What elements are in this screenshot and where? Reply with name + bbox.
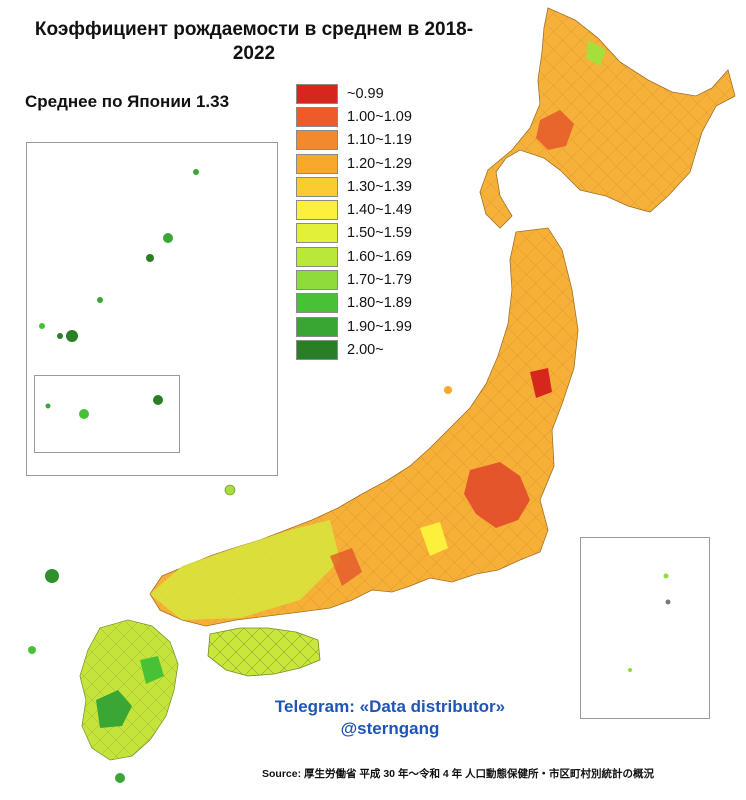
legend-swatch [296,83,338,104]
legend-swatch [296,130,338,151]
legend-label: 1.20~1.29 [347,155,412,172]
ogasawara-inset-frame [580,537,710,719]
legend-label: 1.80~1.89 [347,295,412,312]
legend-swatch [296,176,338,197]
legend-swatch [296,200,338,221]
legend-label: 1.90~1.99 [347,318,412,335]
legend-item: 1.10~1.19 [296,129,412,152]
legend-label: 1.40~1.49 [347,202,412,219]
legend-item: 1.50~1.59 [296,222,412,245]
legend-swatch [296,316,338,337]
legend-label: ~0.99 [347,85,384,102]
legend-swatch [296,339,338,360]
legend-item: 1.00~1.09 [296,105,412,128]
legend-item: 1.80~1.89 [296,292,412,315]
legend-swatch [296,293,338,314]
legend-item: 2.00~ [296,338,412,361]
legend-swatch [296,270,338,291]
telegram-credit-line1: Telegram: «Data distributor» [274,697,506,716]
legend-label: 1.10~1.19 [347,132,412,149]
legend-label: 1.60~1.69 [347,248,412,265]
telegram-credit-line2: @sterngang [340,719,440,738]
national-average: Среднее по Японии 1.33 [25,92,230,111]
legend-label: 1.50~1.59 [347,225,412,242]
legend-item: 1.70~1.79 [296,268,412,291]
legend-swatch [296,153,338,174]
legend-item: ~0.99 [296,82,412,105]
legend-item: 1.40~1.49 [296,198,412,221]
legend-swatch [296,246,338,267]
legend: ~0.99 1.00~1.09 1.10~1.19 1.20~1.29 1.30… [296,82,412,362]
legend-label: 1.00~1.09 [347,108,412,125]
legend-label: 1.30~1.39 [347,178,412,195]
legend-item: 1.60~1.69 [296,245,412,268]
legend-swatch [296,223,338,244]
source-note: Source: 厚生労働省 平成 30 年〜令和 4 年 人口動態保健所・市区町… [262,768,655,780]
map-title: Коэффициент рождаемости в среднем в 2018… [34,19,474,64]
legend-label: 2.00~ [347,341,384,358]
daito-inset-frame [34,375,180,453]
legend-item: 1.90~1.99 [296,315,412,338]
telegram-credit: Telegram: «Data distributor» @sterngang [250,696,530,740]
shikoku-region [207,627,321,677]
legend-swatch [296,106,338,127]
okinawa-inset-frame [26,142,278,476]
legend-label: 1.70~1.79 [347,272,412,289]
legend-item: 1.20~1.29 [296,152,412,175]
legend-item: 1.30~1.39 [296,175,412,198]
